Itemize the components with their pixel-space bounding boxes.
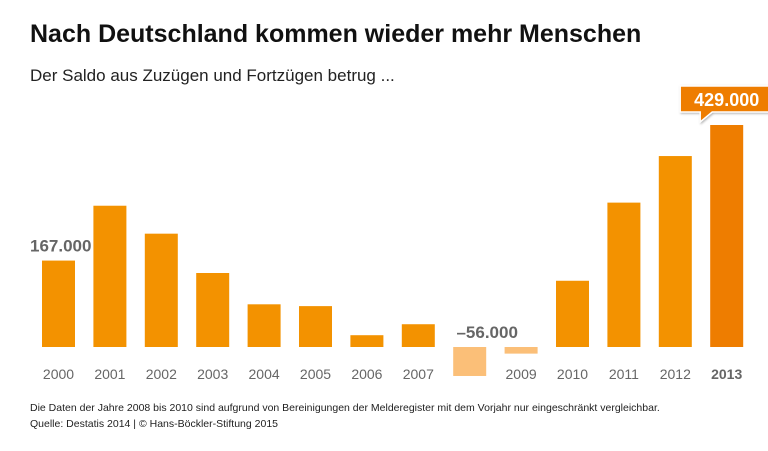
- bar-2008: [453, 347, 487, 376]
- chart-title: Nach Deutschland kommen wieder mehr Mens…: [30, 20, 642, 48]
- x-tick-label-2007: 2007: [403, 366, 434, 382]
- bar-2006: [350, 335, 384, 347]
- bar-2007: [401, 324, 435, 347]
- bar-2011: [607, 202, 641, 347]
- data-label-2008: –56.000: [456, 323, 517, 342]
- footnote: Die Daten der Jahre 2008 bis 2010 sind a…: [30, 402, 660, 414]
- source: Quelle: Destatis 2014 | © Hans-Böckler-S…: [30, 418, 279, 430]
- bar-2012: [658, 156, 692, 347]
- x-tick-label-2003: 2003: [197, 366, 228, 382]
- x-tick-label-2000: 2000: [43, 366, 74, 382]
- x-tick-label-2013: 2013: [711, 366, 742, 382]
- bar-2002: [144, 233, 178, 347]
- bar-2013: [710, 125, 744, 347]
- bar-2010: [556, 280, 589, 347]
- data-label-callout-2013: [679, 85, 768, 124]
- footnote-block: Die Daten der Jahre 2008 bis 2010 sind a…: [30, 400, 660, 432]
- x-tick-label-2004: 2004: [249, 366, 280, 382]
- x-tick-label-2011: 2011: [609, 366, 639, 382]
- x-tick-label-2005: 2005: [300, 366, 331, 382]
- data-label-2000: 167.000: [30, 237, 91, 256]
- bar-2009: [504, 347, 538, 354]
- x-tick-label-2012: 2012: [660, 366, 691, 382]
- data-label-2013: 429.000: [694, 90, 759, 110]
- bar-chart: 2000 167.000 2001 2002 2003 2004 2005 2006 2007 –…: [30, 85, 768, 382]
- x-tick-label-2010: 2010: [557, 366, 588, 382]
- chart-subtitle: Der Saldo aus Zuzügen und Fortzügen betr…: [30, 66, 395, 85]
- bar-2001: [93, 205, 127, 347]
- x-tick-label-2009: 2009: [506, 366, 537, 382]
- bar-2000: [42, 260, 75, 347]
- bar-2003: [196, 273, 230, 347]
- bar-2004: [247, 304, 281, 347]
- x-tick-label-2001: 2001: [94, 366, 125, 382]
- x-tick-label-2002: 2002: [146, 366, 177, 382]
- bar-2005: [299, 306, 332, 347]
- x-tick-label-2006: 2006: [351, 366, 382, 382]
